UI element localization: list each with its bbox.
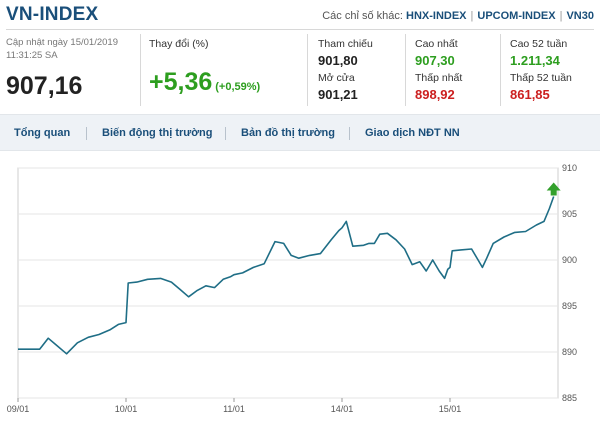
stat-open: Mở cửa 901,21 <box>318 72 358 102</box>
current-price: 907,16 <box>6 72 83 100</box>
tab-separator <box>225 127 226 140</box>
change-points: +5,36 <box>149 68 213 96</box>
stat-value: 901,80 <box>318 53 358 68</box>
tab-foreign-trading[interactable]: Giao dịch NĐT NN <box>365 127 460 139</box>
x-tick-label: 11/01 <box>223 404 245 414</box>
plot-area <box>17 167 559 399</box>
change-percent: (+0,59%) <box>215 81 261 93</box>
x-tick-label: 15/01 <box>439 404 462 414</box>
other-indices: Các chỉ số khác: HNX-INDEX | UPCOM-INDEX | V… <box>322 10 594 22</box>
divider <box>500 34 501 106</box>
stat-value: 898,92 <box>415 87 455 102</box>
stat-value: 901,21 <box>318 87 358 102</box>
change-label: Thay đổi (%) <box>149 38 209 50</box>
tab-overview[interactable]: Tổng quan <box>14 127 71 139</box>
tab-market-map[interactable]: Bản đồ thị trường <box>241 127 335 139</box>
stat-value: 1.211,34 <box>510 53 560 68</box>
header-divider <box>6 29 594 30</box>
divider <box>405 34 406 106</box>
stat-label: Cao 52 tuần <box>510 38 568 50</box>
up-arrow-icon <box>546 182 561 196</box>
y-tick-label: 910 <box>562 163 577 173</box>
series-line <box>18 196 555 355</box>
other-indices-label: Các chỉ số khác: <box>322 10 403 22</box>
y-tick-label: 885 <box>562 393 577 403</box>
link-hnx-index[interactable]: HNX-INDEX <box>406 10 467 22</box>
stat-label: Cao nhất <box>415 38 458 50</box>
price-chart: 885 890 895 900 905 910 09/01 10/01 11/01 14/01 15… <box>7 163 577 414</box>
tab-bar: Tổng quan Biến động thị trường Bản đồ th… <box>0 114 600 151</box>
tab-separator <box>349 127 350 140</box>
x-tick-label: 10/01 <box>115 404 138 414</box>
link-separator: | <box>559 10 563 22</box>
y-tick-label: 895 <box>562 301 577 311</box>
stat-low: Thấp nhất 898,92 <box>415 72 462 102</box>
link-vn30[interactable]: VN30 <box>566 10 594 22</box>
y-tick-label: 905 <box>562 209 577 219</box>
x-tick-label: 09/01 <box>7 404 30 414</box>
stat-label: Tham chiếu <box>318 38 373 50</box>
stat-high: Cao nhất 907,30 <box>415 38 458 68</box>
y-tick-label: 900 <box>562 255 577 265</box>
link-separator: | <box>470 10 474 22</box>
link-upcom-index[interactable]: UPCOM-INDEX <box>477 10 556 22</box>
update-time: Cập nhật ngày 15/01/2019 11:31:25 SA <box>6 36 136 62</box>
x-tick-label: 14/01 <box>331 404 354 414</box>
stat-value: 907,30 <box>415 53 455 68</box>
stat-label: Thấp 52 tuần <box>510 72 572 84</box>
stat-reference: Tham chiếu 901,80 <box>318 38 373 68</box>
y-tick-label: 890 <box>562 347 577 357</box>
stat-value: 861,85 <box>510 87 550 102</box>
change-value: +5,36 (+0,59%) <box>149 68 260 97</box>
stat-low-52w: Thấp 52 tuần 861,85 <box>510 72 572 102</box>
divider <box>307 34 308 106</box>
tab-market-movement[interactable]: Biến động thị trường <box>102 127 213 139</box>
tab-separator <box>86 127 87 140</box>
update-date: Cập nhật ngày 15/01/2019 <box>6 37 118 48</box>
stat-label: Mở cửa <box>318 72 355 84</box>
stat-label: Thấp nhất <box>415 72 463 84</box>
divider <box>140 34 141 106</box>
update-clock: 11:31:25 SA <box>6 50 58 61</box>
index-title: VN-INDEX <box>6 4 99 25</box>
stat-high-52w: Cao 52 tuần 1.211,34 <box>510 38 567 68</box>
